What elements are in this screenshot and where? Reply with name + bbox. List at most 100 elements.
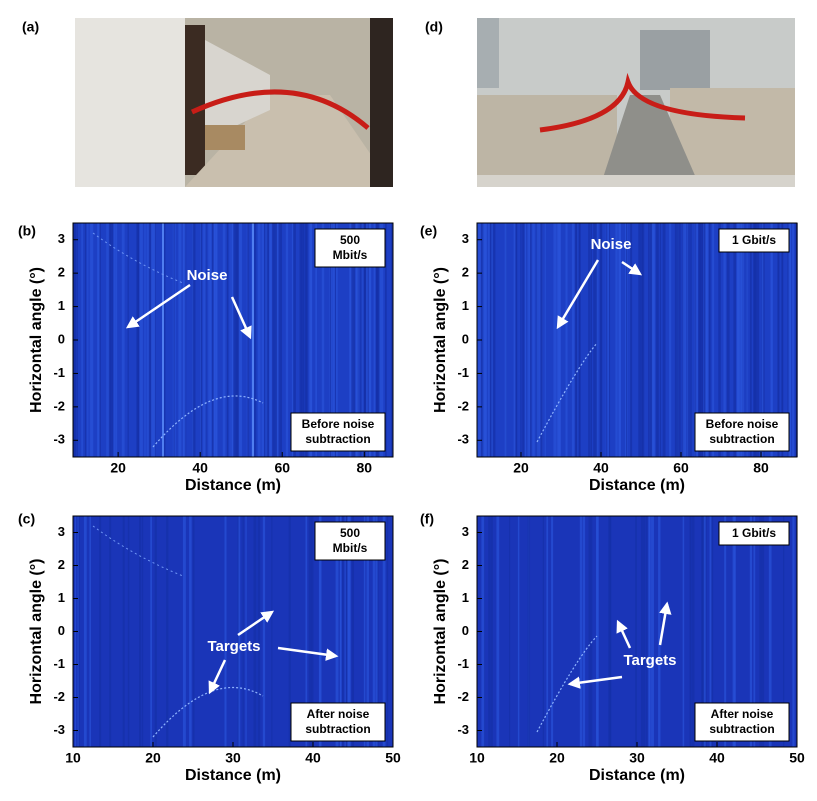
heatmap-stripe: [344, 516, 346, 747]
heatmap-stripe: [110, 223, 113, 457]
y-tick-label: 2: [58, 557, 65, 572]
heatmap-stripe: [139, 516, 142, 747]
annotation-arrow: [208, 659, 227, 695]
y-tick-label: 2: [462, 557, 469, 572]
x-axis-label: Distance (m): [589, 767, 685, 784]
heatmap-stripe: [678, 223, 681, 457]
x-tick-label: 80: [753, 460, 769, 476]
heatmap-stripe: [700, 223, 702, 457]
heatmap-stripe: [753, 516, 756, 747]
heatmap-stripe: [726, 223, 730, 457]
heatmap-stripe: [81, 223, 83, 457]
stage-label: After noise: [711, 707, 774, 721]
heatmap-stripe: [768, 516, 772, 747]
x-tick-label: 60: [274, 460, 290, 476]
heatmap-stripe: [136, 223, 138, 457]
heatmap-stripe: [192, 516, 195, 747]
heatmap-stripe: [309, 223, 313, 457]
heatmap-stripe: [121, 223, 125, 457]
heatmap-stripe: [658, 516, 661, 747]
heatmap-stripe: [481, 516, 485, 747]
heatmap-stripe: [315, 223, 318, 457]
heatmap-stripe: [353, 223, 355, 457]
heatmap: [476, 515, 798, 748]
heatmap-stripe: [553, 223, 557, 457]
heatmap-stripe: [645, 516, 648, 747]
heatmap-stripe: [113, 223, 116, 457]
heatmap-stripe: [578, 223, 581, 457]
heatmap-stripe: [777, 223, 780, 457]
heatmap-stripe: [229, 223, 231, 457]
y-tick-label: 1: [462, 590, 469, 605]
heatmap-stripe: [588, 223, 590, 457]
heatmap-stripe: [571, 223, 575, 457]
heatmap-stripe: [84, 223, 87, 457]
annotation: Targets: [207, 638, 260, 655]
x-tick-label: 40: [593, 460, 609, 476]
heatmap-stripe: [331, 223, 333, 457]
heatmap-stripe: [626, 223, 628, 457]
heatmap-stripe: [770, 223, 773, 457]
heatmap-stripe: [686, 223, 688, 457]
heatmap-stripe: [192, 223, 196, 457]
heatmap-stripe: [709, 516, 712, 747]
y-tick-label: 2: [58, 265, 65, 280]
annotation: Noise: [187, 267, 228, 284]
heatmap-stripe: [607, 223, 610, 457]
heatmap-stripe: [529, 223, 532, 457]
x-axis-label: Distance (m): [589, 477, 685, 494]
heatmap-stripe: [733, 223, 737, 457]
heatmap-stripe: [173, 223, 175, 457]
heatmap-stripe: [650, 223, 654, 457]
heatmap-stripe: [257, 516, 261, 747]
heatmap-stripe: [754, 223, 757, 457]
y-axis-label: Horizontal angle (°): [432, 559, 449, 705]
heatmap-stripe: [89, 223, 93, 457]
noise-line: [162, 223, 164, 457]
heatmap-stripe: [285, 223, 289, 457]
heatmap-stripe: [483, 223, 487, 457]
heatmap-stripe: [385, 223, 387, 457]
heatmap-stripe: [615, 223, 617, 457]
heatmap-stripe: [741, 223, 744, 457]
heatmap-stripe: [378, 223, 381, 457]
panel-label: (a): [22, 19, 39, 35]
heatmap-stripe: [565, 223, 568, 457]
heatmap-stripe: [688, 223, 690, 457]
heatmap-stripe: [493, 223, 496, 457]
noise-line: [252, 223, 254, 457]
heatmap-stripe: [582, 516, 586, 747]
y-tick-label: 3: [58, 524, 65, 539]
heatmap-stripe: [144, 223, 146, 457]
heatmap-stripe: [308, 516, 312, 747]
heatmap-stripe: [106, 223, 110, 457]
heatmap-stripe: [375, 516, 378, 747]
heatmap-stripe: [127, 516, 130, 747]
heatmap-stripe: [546, 516, 549, 747]
heatmap-stripe: [630, 223, 633, 457]
heatmap-stripe: [701, 516, 705, 747]
heatmap-stripe: [262, 223, 265, 457]
heatmap-stripe: [83, 516, 87, 747]
heatmap-stripe: [781, 223, 783, 457]
heatmap-stripe: [522, 223, 525, 457]
rate-label: 1 Gbit/s: [732, 233, 776, 247]
heatmap-stripe: [558, 223, 561, 457]
y-tick-label: 0: [58, 331, 65, 346]
heatmap-stripe: [701, 223, 703, 457]
panel-label: (c): [18, 511, 35, 527]
heatmap-stripe: [648, 516, 651, 747]
heatmap-stripe: [127, 223, 129, 457]
photo-corridor: [75, 18, 393, 187]
heatmap-stripe: [674, 223, 678, 457]
heatmap-stripe: [137, 223, 141, 457]
heatmap-stripe: [150, 223, 153, 457]
heatmap-stripe: [593, 223, 596, 457]
stage-label: Before noise: [302, 417, 375, 431]
rate-label: Mbit/s: [333, 541, 368, 555]
heatmap-stripe: [640, 516, 644, 747]
y-axis-label: Horizontal angle (°): [28, 559, 45, 705]
heatmap-stripe: [792, 223, 795, 457]
heatmap-stripe: [182, 223, 186, 457]
heatmap-stripe: [736, 223, 740, 457]
